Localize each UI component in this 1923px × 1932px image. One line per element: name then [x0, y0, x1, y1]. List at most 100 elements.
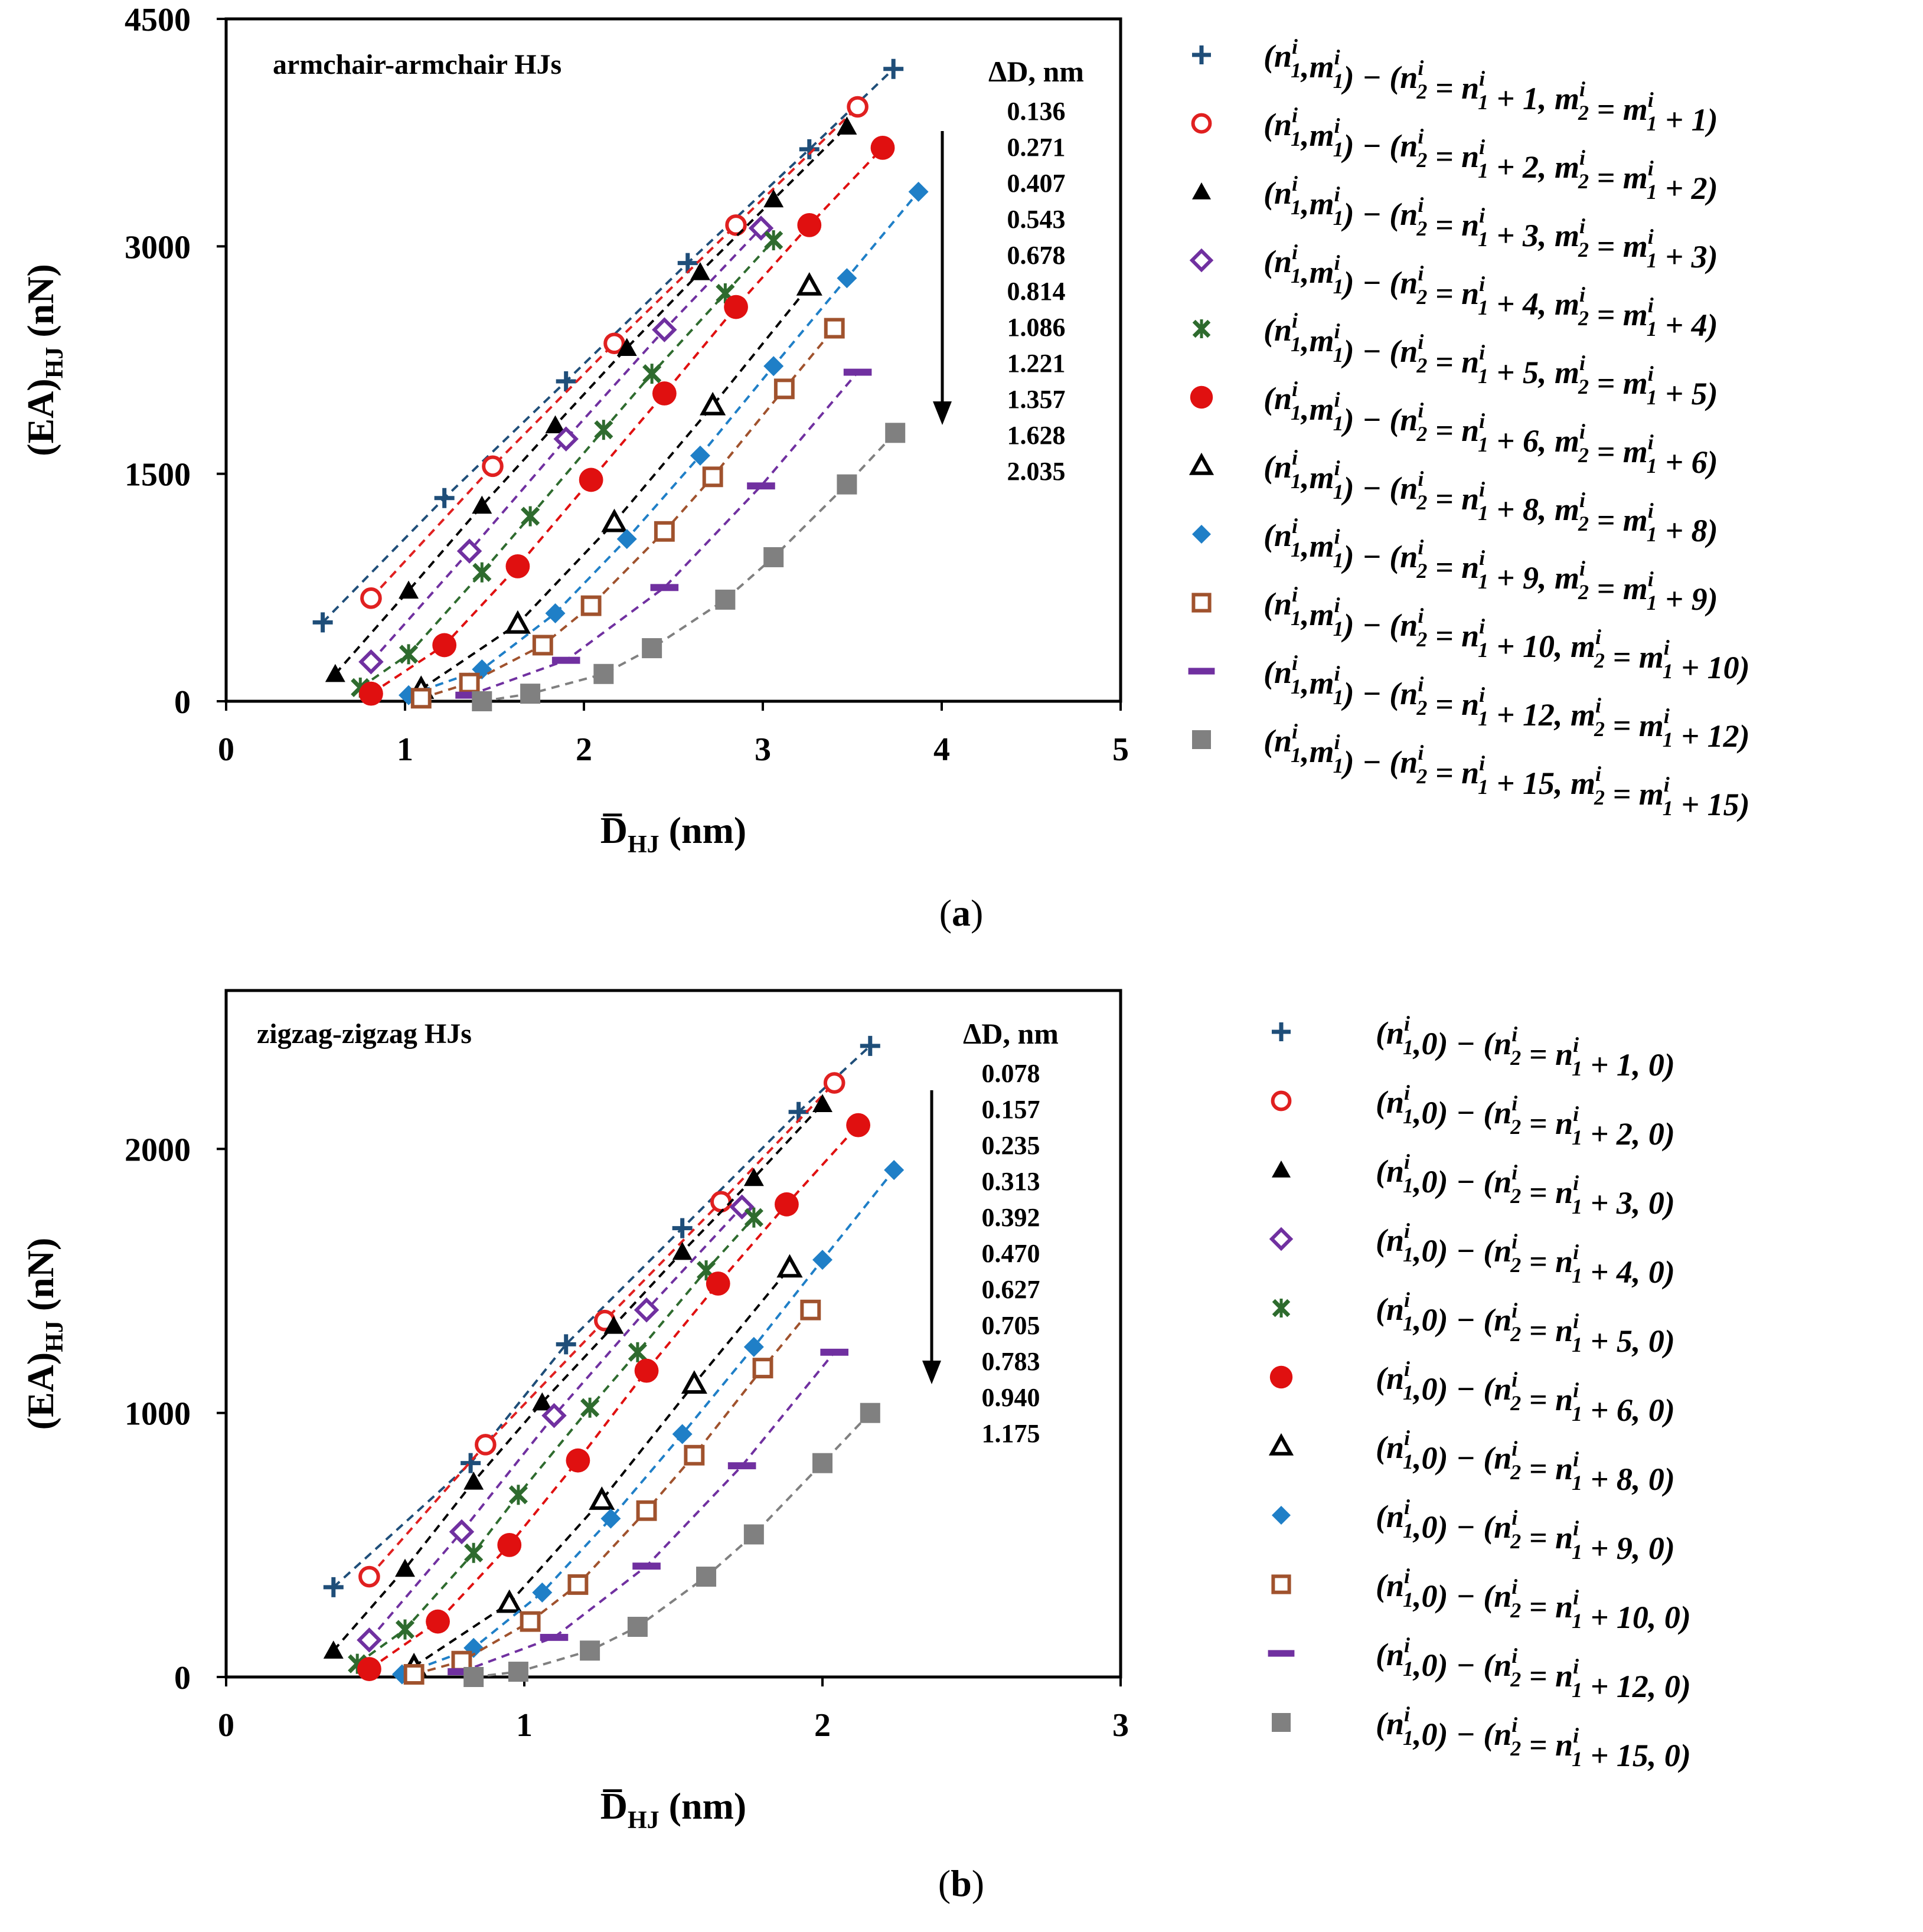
x-tick-label: 2 [576, 731, 592, 768]
y-axis-title: (EA)HJ (nN) [19, 1238, 68, 1430]
data-point [672, 1218, 693, 1238]
data-point [459, 672, 480, 694]
delta-d-value: 0.271 [1007, 133, 1066, 162]
data-point [456, 538, 482, 564]
trend-line [413, 1309, 812, 1676]
data-point [580, 595, 602, 616]
legend-marker [1272, 1506, 1291, 1525]
data-point [837, 474, 857, 495]
data-point [634, 1297, 659, 1323]
trend-line [322, 68, 894, 623]
data-point [788, 1101, 809, 1122]
data-point [472, 562, 492, 583]
data-point [725, 214, 747, 236]
series-1 [312, 58, 904, 633]
data-point [508, 1485, 528, 1505]
data-point [700, 391, 726, 416]
data-point [472, 495, 492, 514]
data-point [545, 603, 566, 624]
trend-line [408, 191, 920, 697]
x-axis-title: D̅HJ (nm) [600, 809, 746, 858]
data-point [797, 213, 822, 237]
data-point [702, 466, 723, 488]
trend-line [357, 1217, 755, 1665]
data-point [521, 506, 540, 527]
data-point [616, 338, 637, 357]
delta-d-value: 0.940 [982, 1383, 1040, 1412]
data-point [358, 1565, 380, 1588]
data-point [724, 295, 748, 319]
plot-title: zigzag-zigzag HJs [257, 1018, 472, 1050]
data-point [399, 580, 419, 599]
delta-d-value: 0.235 [982, 1131, 1040, 1160]
data-point [580, 1397, 600, 1418]
data-point [642, 638, 662, 659]
data-point [812, 1094, 832, 1112]
plot-frame [224, 17, 1122, 703]
data-point [540, 1633, 569, 1641]
legend-entry: (ni 1,0) − (ni 2 = ni 1 + 3, 0) [1376, 1150, 1675, 1221]
data-point [532, 1392, 553, 1411]
legend-entry: (ni 1,mi 1) − (ni 2 = ni 1 + 10, mi 2 = mi 1 +… [1264, 583, 1750, 685]
data-point [885, 423, 906, 443]
data-point [532, 635, 553, 656]
data-point [636, 1500, 657, 1521]
data-point [837, 268, 857, 289]
delta-d-value: 0.078 [982, 1059, 1040, 1088]
data-point [601, 508, 628, 532]
data-point [763, 356, 784, 377]
down-arrow-icon [933, 131, 952, 425]
data-point [496, 1589, 523, 1613]
delta-d-value: 0.678 [1007, 241, 1066, 270]
data-point [773, 378, 795, 400]
data-point [824, 318, 845, 339]
legend-marker [1190, 385, 1213, 409]
data-point [545, 415, 566, 434]
data-point [399, 644, 419, 665]
data-point [410, 688, 432, 709]
data-point [449, 1519, 475, 1545]
series-11 [463, 1403, 880, 1687]
legend-marker [1192, 525, 1211, 544]
trend-line [413, 1267, 791, 1668]
data-point [846, 1113, 870, 1137]
trend-line [370, 147, 884, 695]
y-tick-label: 0 [174, 684, 191, 721]
delta-d-value: 0.543 [1007, 205, 1066, 234]
data-point [579, 468, 603, 492]
data-point [312, 612, 333, 633]
data-point [654, 521, 675, 542]
data-point [426, 1609, 450, 1634]
legend-marker [1192, 45, 1211, 64]
trend-line [368, 1124, 860, 1671]
trend-line [334, 125, 848, 675]
data-point [747, 482, 775, 490]
legend-marker [1192, 182, 1211, 200]
delta-d-value: 1.221 [1007, 349, 1066, 378]
data-point [690, 445, 710, 466]
series-6 [359, 135, 895, 706]
data-point [323, 1577, 344, 1597]
data-point [497, 1532, 522, 1557]
data-point [690, 262, 710, 280]
data-point [551, 656, 580, 664]
legend-entry: (ni 1,0) − (ni 2 = ni 1 + 5, 0) [1376, 1288, 1675, 1359]
legend-marker [1268, 1433, 1294, 1456]
data-point [357, 1657, 381, 1681]
x-tick-label: 2 [814, 1707, 831, 1744]
data-point [764, 230, 783, 251]
data-point [556, 1334, 576, 1355]
data-point [395, 1619, 415, 1640]
legend-entry: (ni 1,mi 1) − (ni 2 = ni 1 + 15, mi 2 = mi 1 +… [1264, 720, 1750, 822]
data-point [650, 584, 679, 591]
data-point [870, 135, 895, 160]
series-8 [399, 181, 929, 705]
x-tick-label: 1 [397, 731, 413, 768]
panel-b-chart: 0 1 2 3 0 1000 2000 D̅HJ (nm) (EA)HJ (nN) zigzag-… [19, 989, 1691, 1904]
series-9 [410, 318, 845, 709]
x-axis-title: D̅HJ (nm) [600, 1785, 746, 1834]
x-tick-label: 4 [933, 731, 950, 768]
data-point [799, 139, 820, 159]
y-axis-title: (EA)HJ (nN) [19, 264, 68, 456]
data-point [472, 691, 492, 711]
